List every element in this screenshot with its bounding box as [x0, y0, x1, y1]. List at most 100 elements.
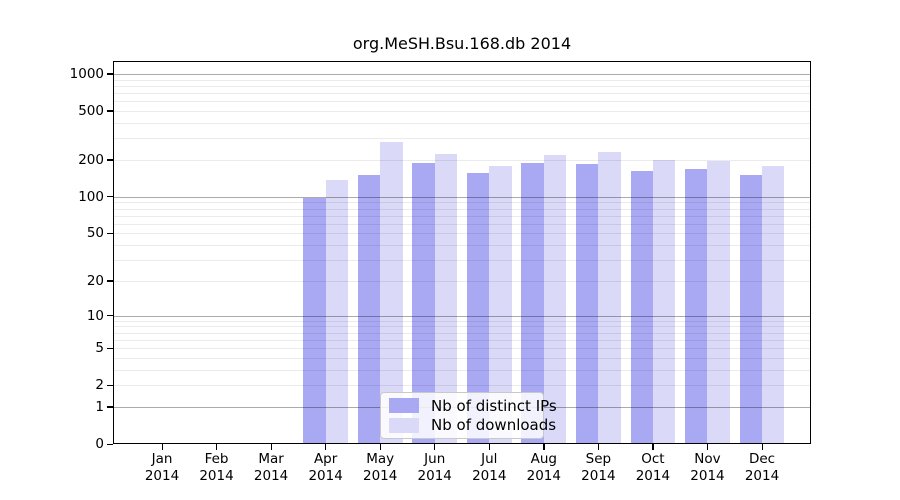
x-axis-label: May 2014	[362, 451, 398, 484]
gridline	[113, 122, 811, 124]
gridline	[113, 85, 811, 87]
bar-downloads-jun	[434, 153, 458, 444]
bar-distinct-ips-may	[357, 174, 381, 444]
legend-item-distinct-ips: Nb of distinct IPs	[389, 397, 557, 415]
gridline	[113, 215, 811, 217]
bar-downloads-sep	[598, 151, 621, 444]
bar-distinct-ips-oct	[630, 171, 653, 444]
gridline	[113, 138, 811, 140]
gridline	[113, 92, 811, 94]
y-tick	[107, 315, 113, 317]
bar-distinct-ips-sep	[575, 164, 599, 444]
x-axis-label: Aug 2014	[526, 451, 561, 484]
gridline	[113, 101, 811, 103]
gridline	[113, 260, 811, 262]
bar-downloads-dec	[762, 165, 785, 444]
gridline	[113, 73, 811, 75]
gridline	[113, 196, 811, 198]
x-tick	[706, 444, 709, 450]
bar-downloads-aug	[543, 154, 567, 444]
x-tick	[325, 444, 327, 450]
legend-label-downloads: Nb of downloads	[431, 416, 557, 435]
y-axis-tick-label: 500	[78, 102, 104, 119]
bar-downloads-nov	[707, 160, 730, 444]
y-tick	[107, 196, 113, 198]
x-axis-label: Nov 2014	[690, 451, 725, 484]
y-axis-tick-label: 100	[78, 188, 104, 205]
y-tick	[107, 347, 113, 349]
legend-label-distinct-ips: Nb of distinct IPs	[431, 396, 557, 415]
y-axis-tick-label: 1000	[69, 65, 104, 82]
x-tick	[216, 444, 218, 450]
x-axis-label: Sep 2014	[581, 451, 616, 484]
x-axis-label: Jul 2014	[472, 451, 507, 484]
y-axis-tick-label: 1	[95, 398, 104, 415]
x-tick	[761, 444, 763, 450]
y-tick	[107, 73, 113, 75]
gridline	[113, 79, 811, 81]
downloads-swatch-icon	[389, 417, 419, 433]
gridline	[113, 369, 811, 371]
bar-downloads-oct	[652, 159, 676, 444]
y-axis-tick-label: 0	[95, 436, 104, 452]
x-tick	[488, 444, 490, 450]
y-axis-tick-label: 2	[95, 377, 104, 394]
y-axis-tick-label: 50	[86, 225, 104, 242]
y-axis-tick-label: 5	[95, 340, 104, 356]
gridline	[113, 385, 811, 387]
bar-downloads-apr	[325, 180, 349, 444]
gridline	[113, 223, 811, 225]
x-axis-label: Oct 2014	[635, 451, 671, 484]
gridline	[113, 315, 811, 317]
gridline	[113, 348, 811, 349]
y-axis-tick-label: 20	[86, 272, 104, 289]
gridline	[113, 208, 811, 210]
x-tick	[434, 444, 436, 450]
gridline	[113, 339, 811, 341]
x-tick	[652, 444, 654, 450]
gridline	[113, 332, 811, 334]
gridline	[113, 280, 811, 282]
bar-distinct-ips-apr	[303, 197, 326, 444]
y-tick	[107, 159, 113, 161]
x-tick	[270, 444, 272, 450]
x-axis-label: Mar 2014	[253, 451, 289, 484]
x-tick	[379, 444, 381, 450]
y-axis-tick-label: 200	[78, 151, 104, 168]
bar-distinct-ips-jun	[412, 162, 435, 444]
y-tick	[107, 280, 113, 282]
legend: Nb of distinct IPs Nb of downloads	[380, 392, 557, 439]
gridline	[113, 159, 811, 161]
y-tick	[107, 406, 113, 408]
chart-title: org.MeSH.Bsu.168.db 2014	[352, 34, 572, 53]
gridline	[113, 320, 811, 322]
x-axis-label: Dec 2014	[744, 451, 780, 484]
x-axis-label: Jun 2014	[417, 451, 452, 484]
y-tick	[107, 232, 113, 235]
gridline	[113, 357, 811, 359]
x-tick	[543, 444, 545, 450]
bar-downloads-may	[380, 141, 403, 444]
x-tick	[161, 444, 163, 450]
x-axis-label: Apr 2014	[308, 451, 343, 484]
bar-downloads-jul	[489, 166, 512, 444]
y-tick	[107, 443, 113, 445]
legend-item-downloads: Nb of downloads	[389, 416, 556, 434]
bar-distinct-ips-aug	[521, 163, 544, 444]
bar-distinct-ips-dec	[739, 175, 762, 444]
distinct-ips-swatch-icon	[389, 398, 419, 414]
bar-distinct-ips-jul	[466, 173, 490, 444]
x-axis-label: Jan 2014	[144, 451, 180, 484]
gridline	[113, 110, 811, 112]
x-axis-label: Feb 2014	[199, 451, 234, 484]
y-axis-tick-label: 10	[86, 307, 104, 324]
x-tick	[597, 444, 600, 450]
y-tick	[107, 384, 113, 386]
gridline	[113, 233, 811, 235]
y-tick	[107, 110, 113, 112]
gridline	[113, 202, 811, 204]
gridline	[113, 245, 811, 247]
gridline	[113, 326, 811, 328]
bar-distinct-ips-nov	[685, 169, 708, 444]
